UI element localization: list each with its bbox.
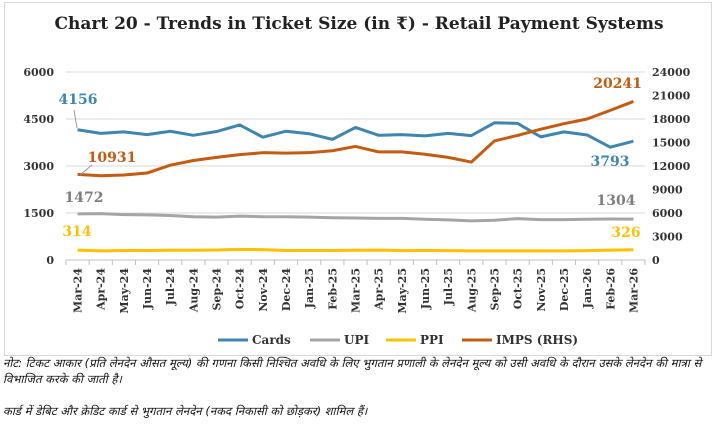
data-label: 3793 (591, 154, 630, 170)
chart-title: Chart 20 - Trends in Ticket Size (in ₹) … (54, 14, 664, 34)
y-tick-right: 3000 (652, 231, 683, 244)
leader-line (73, 109, 78, 129)
x-tick-label: Aug-25 (465, 268, 478, 313)
x-tick-label: Jun-24 (141, 268, 154, 310)
x-tick-label: Oct-25 (512, 268, 525, 309)
x-tick-label: Apr-25 (373, 268, 386, 311)
data-label: 1472 (65, 190, 104, 206)
x-tick-label: Oct-24 (234, 268, 247, 310)
x-tick-label: Mar-24 (72, 268, 85, 313)
x-tick-label: Jun-25 (419, 268, 432, 310)
legend-label: Cards (252, 333, 291, 347)
x-tick-label: Jan-25 (303, 268, 316, 309)
x-tick-label: Jan-26 (581, 268, 594, 310)
y-tick-right: 0 (652, 254, 660, 267)
y-tick-left: 4500 (23, 113, 54, 126)
y-tick-right: 15000 (652, 137, 691, 150)
y-tick-right: 18000 (652, 113, 691, 126)
leader-line (79, 164, 93, 176)
x-tick-label: Sep-25 (488, 268, 501, 311)
x-tick-label: Jul-24 (164, 268, 177, 307)
x-tick-label: May-25 (396, 268, 409, 314)
note-1: नोट: टिकट आकार (प्रति लेनदेन औसत मूल्य) … (3, 356, 702, 386)
chart-frame (4, 2, 712, 356)
legend-label: PPI (420, 333, 444, 347)
x-tick-label: Apr-24 (95, 268, 108, 311)
y-tick-left: 6000 (23, 66, 54, 79)
y-tick-right: 6000 (652, 207, 683, 220)
data-label: 4156 (59, 92, 98, 108)
data-label: 314 (62, 224, 91, 240)
series-line-upi (77, 212, 634, 223)
series-line-cards (77, 121, 634, 149)
x-tick-label: Jul-25 (442, 268, 455, 306)
legend-label: UPI (344, 333, 369, 347)
x-tick-label: Nov-24 (257, 268, 270, 312)
data-label: 1304 (597, 193, 636, 209)
x-tick-label: Aug-24 (187, 268, 200, 313)
legend-label: IMPS (RHS) (496, 333, 578, 347)
x-tick-label: Feb-26 (604, 268, 617, 310)
x-tick-label: Mar-26 (627, 268, 640, 313)
y-tick-left: 0 (46, 254, 54, 267)
y-tick-left: 3000 (23, 160, 54, 173)
x-tick-label: Feb-25 (326, 268, 339, 310)
x-tick-label: Dec-25 (558, 268, 571, 311)
data-label: 20241 (593, 76, 642, 92)
y-tick-right: 24000 (652, 66, 691, 79)
x-tick-label: Sep-24 (211, 268, 224, 311)
y-tick-right: 21000 (652, 90, 691, 103)
x-tick-label: Mar-25 (350, 268, 363, 313)
x-tick-label: Dec-24 (280, 268, 293, 311)
y-tick-right: 12000 (652, 160, 691, 173)
y-tick-right: 9000 (652, 184, 683, 197)
data-label: 326 (611, 225, 640, 241)
y-tick-left: 1500 (23, 207, 54, 220)
x-tick-label: Nov-25 (535, 268, 548, 312)
data-label: 10931 (88, 150, 137, 166)
series-line-imps (77, 100, 634, 178)
note-2: कार्ड में डेबिट और क्रेडिट कार्ड से भुगत… (3, 404, 368, 418)
series-line-ppi (77, 247, 634, 253)
x-tick-label: May-24 (118, 268, 131, 314)
